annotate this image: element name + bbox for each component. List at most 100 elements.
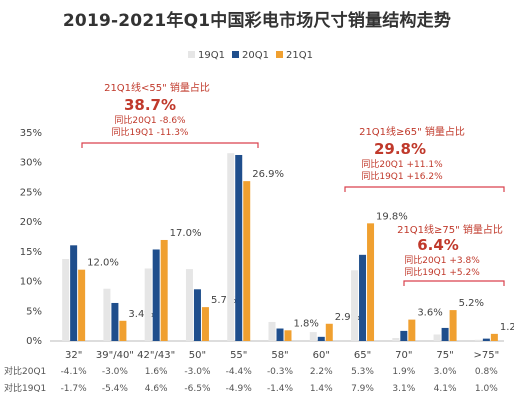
annotation-line: 同比20Q1 +3.8% [404, 254, 480, 266]
y-tick-label: 10% [20, 277, 42, 288]
bar-21q1 [78, 269, 86, 341]
data-label: 17.0% [170, 228, 202, 239]
bar-20q1 [235, 154, 243, 341]
annotation-heading: 21Q1线<55" 销量占比 [104, 81, 210, 94]
x-tick-label: 32" [65, 350, 82, 361]
yoy-value: -4.1% [61, 367, 88, 377]
bar-19q1 [392, 338, 400, 341]
x-tick-label: >75" [474, 350, 500, 361]
bar-21q1 [201, 307, 209, 341]
bar-19q1 [309, 332, 317, 341]
yoy-value: 4.1% [434, 384, 457, 394]
bar-21q1 [325, 323, 333, 341]
data-label: 1.8% [294, 318, 319, 329]
data-label: 3.6% [417, 308, 442, 319]
annotation-line: 同比20Q1 +11.1% [361, 158, 443, 170]
yoy-value: -3.0% [102, 367, 129, 377]
bar-21q1 [367, 223, 375, 341]
bar-19q1 [62, 258, 70, 341]
bar-19q1 [268, 321, 276, 341]
data-label: 19.8% [376, 211, 408, 222]
annotation-value: 29.8% [374, 140, 426, 158]
legend-label-19q1: 19Q1 [198, 50, 225, 61]
yoy-value: -0.3% [267, 367, 294, 377]
annotation-value: 6.4% [417, 236, 459, 254]
annotation-heading: 21Q1线≥75" 销量占比 [397, 223, 503, 236]
x-tick-label: 65" [354, 350, 371, 361]
x-tick-label: 50" [189, 350, 206, 361]
legend-label-21q1: 21Q1 [286, 50, 313, 61]
x-tick-label: 58" [271, 350, 288, 361]
bar-21q1 [160, 239, 168, 341]
bar-20q1 [400, 330, 408, 341]
yoy-value: -3.0% [184, 367, 211, 377]
annotation-line: 同比19Q1 +5.2% [404, 266, 480, 278]
bar-21q1 [284, 330, 292, 341]
yoy-value: 0.8% [475, 367, 498, 377]
y-tick-label: 30% [20, 158, 42, 169]
data-label: 12.0% [87, 258, 119, 269]
y-tick-label: 15% [20, 247, 42, 258]
yoy-value: -6.5% [184, 384, 211, 394]
bar-20q1 [111, 302, 119, 341]
yoy-value: 3.0% [434, 367, 457, 377]
y-tick-label: 25% [20, 187, 42, 198]
bar-21q1 [408, 319, 416, 341]
data-label: 1.2% [500, 322, 514, 333]
bar-20q1 [317, 336, 325, 341]
bar-19q1 [103, 288, 111, 341]
bar-20q1 [193, 289, 201, 341]
y-tick-label: 35% [20, 128, 42, 139]
x-tick-label: 70" [395, 350, 412, 361]
x-tick-label: 75" [436, 350, 453, 361]
yoy-value: 1.6% [145, 367, 168, 377]
bar-19q1 [185, 269, 193, 341]
yoy-value: -1.4% [267, 384, 294, 394]
y-tick-label: 0% [26, 336, 42, 347]
yoy-value: -5.4% [102, 384, 129, 394]
bar-21q1 [490, 333, 498, 341]
data-label: 3.4% [128, 309, 153, 320]
yoy-value: 1.4% [310, 384, 333, 394]
yoy-value: 7.9% [351, 384, 374, 394]
data-label: 5.7% [211, 295, 236, 306]
legend-swatch-21q1 [276, 51, 283, 58]
bar-20q1 [276, 328, 284, 341]
yoy-value: 1.9% [392, 367, 415, 377]
y-tick-label: 20% [20, 217, 42, 228]
yoy-value: -4.4% [226, 367, 253, 377]
yoy-value: 1.0% [475, 384, 498, 394]
annotation-line: 同比19Q1 +16.2% [361, 170, 443, 182]
bar-19q1 [433, 334, 441, 341]
bar-19q1 [474, 339, 482, 341]
yoy-value: 2.2% [310, 367, 333, 377]
data-label: 2.9% [335, 312, 360, 323]
annotation-bracket [81, 142, 259, 148]
x-tick-label: 39"/40" [96, 350, 134, 361]
x-tick-label: 42"/43" [137, 350, 175, 361]
bar-19q1 [351, 270, 359, 341]
bar-21q1 [449, 310, 457, 341]
yoy-value: 4.6% [145, 384, 168, 394]
chart-title: 2019-2021年Q1中国彩电市场尺寸销量结构走势 [62, 11, 452, 31]
annotation-bracket [403, 280, 505, 286]
annotation-bracket [344, 186, 505, 192]
bar-19q1 [144, 268, 152, 341]
yoy-value: 3.1% [392, 384, 415, 394]
annotation-line: 同比19Q1 -11.3% [112, 126, 189, 138]
bar-21q1 [119, 320, 127, 341]
bar-20q1 [441, 327, 449, 341]
bar-19q1 [227, 153, 235, 341]
x-tick-label: 55" [230, 350, 247, 361]
legend-label-20q1: 20Q1 [242, 50, 269, 61]
legend-swatch-20q1 [232, 51, 239, 58]
data-label: 26.9% [252, 169, 284, 180]
yoy-value: -4.9% [226, 384, 253, 394]
bar-20q1 [482, 338, 490, 341]
data-label: 5.2% [459, 298, 484, 309]
yoy-value: 5.3% [351, 367, 374, 377]
yoy-value: -1.7% [61, 384, 88, 394]
legend-swatch-19q1 [188, 51, 195, 58]
